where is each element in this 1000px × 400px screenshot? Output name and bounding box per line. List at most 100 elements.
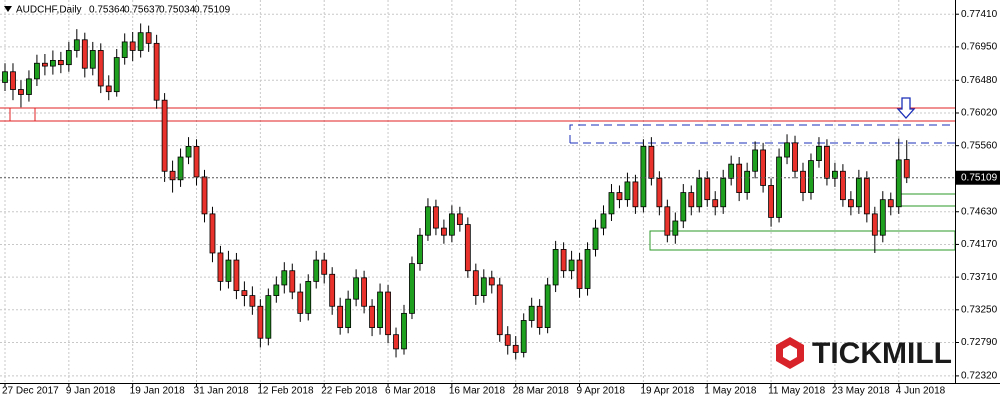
y-tick-label: 0.77410: [961, 9, 998, 20]
candle-body: [504, 334, 511, 346]
candle-body: [369, 305, 375, 328]
y-tick-label: 0.76020: [961, 108, 998, 119]
candle-body: [81, 39, 88, 69]
candle-body: [34, 62, 40, 80]
last-price-box: [956, 170, 1000, 185]
candle-body: [241, 290, 248, 296]
x-tick-label: 9 Apr 2018: [577, 386, 626, 397]
y-tick-label: 0.73250: [961, 304, 998, 315]
candle-body: [137, 32, 144, 51]
candle-body: [847, 199, 854, 208]
candle-body: [353, 277, 360, 300]
candle-body: [201, 176, 208, 215]
x-tick-label: 12 Feb 2018: [257, 386, 314, 397]
candle-body: [488, 277, 495, 286]
candle-body: [289, 270, 296, 293]
candle-body: [49, 59, 56, 67]
candle-body: [824, 145, 830, 179]
y-tick-label: 0.76480: [961, 75, 998, 86]
candle-body: [496, 284, 503, 336]
candle-body: [887, 199, 894, 208]
candle-body: [640, 145, 647, 208]
candle-body: [456, 213, 463, 225]
x-tick-label: 28 Mar 2018: [513, 386, 570, 397]
x-tick-label: 11 May 2018: [768, 386, 826, 397]
candle-body: [297, 291, 304, 314]
candle-body: [209, 213, 216, 254]
candle-body: [544, 284, 551, 328]
candle-body: [448, 213, 455, 236]
y-tick-label: 0.74170: [961, 239, 998, 250]
candle-body: [712, 199, 719, 208]
y-tick-label: 0.74630: [961, 206, 998, 217]
candle-body: [2, 71, 8, 83]
candle-body: [520, 320, 527, 353]
x-tick-label: 4 Jun 2018: [896, 386, 946, 397]
candle-body: [752, 149, 759, 172]
candle-body: [177, 156, 184, 181]
menu-icon: [4, 6, 12, 12]
candle-body: [832, 170, 838, 179]
candle-body: [879, 199, 886, 236]
annotations: [0, 97, 956, 251]
candle-body: [97, 50, 104, 87]
resistance-box: [9, 107, 36, 122]
candle-body: [65, 50, 72, 66]
candle-body: [18, 89, 24, 95]
candle-body: [121, 41, 128, 58]
candle-body: [169, 170, 176, 181]
candle-body: [161, 99, 168, 172]
candle-body: [624, 181, 631, 201]
candle-body: [129, 41, 136, 51]
candle-body: [536, 305, 543, 328]
candle-body: [233, 259, 240, 292]
candle-body: [648, 145, 655, 179]
candle-body: [73, 39, 80, 51]
chart-title: AUDCHF,Daily: [16, 5, 82, 16]
x-tick-label: 9 Jan 2018: [66, 386, 116, 397]
candle-body: [89, 50, 96, 69]
candle-body: [26, 78, 32, 95]
candle-body: [409, 263, 415, 314]
candle-body: [305, 280, 312, 314]
y-tick-label: 0.76950: [961, 42, 998, 53]
header-close: 0.75109: [194, 5, 231, 16]
candle-body: [672, 220, 679, 236]
candle-body: [113, 57, 120, 93]
candle-body: [528, 305, 535, 321]
candle-body: [425, 206, 431, 236]
candle-body: [433, 206, 439, 229]
x-tick-label: 23 May 2018: [832, 386, 890, 397]
x-tick-label: 31 Jan 2018: [194, 386, 249, 397]
candle-body: [592, 227, 599, 250]
candle-body: [345, 298, 352, 328]
candle-body: [10, 71, 16, 90]
candle-body: [105, 85, 112, 93]
candle-body: [736, 163, 743, 193]
last-price-label: 0.75109: [961, 172, 998, 183]
x-tick-label: 19 Jan 2018: [130, 386, 185, 397]
candle-body: [600, 213, 607, 229]
candle-body: [688, 192, 695, 208]
candle-body: [680, 192, 687, 222]
candle-body: [576, 259, 583, 289]
x-tick-label: 16 Mar 2018: [449, 386, 506, 397]
candle-body: [560, 249, 567, 272]
candle-body: [480, 277, 487, 296]
candle-body: [744, 170, 751, 193]
x-tick-label: 6 Mar 2018: [385, 386, 436, 397]
candle-body: [584, 249, 591, 289]
support-box: [649, 230, 956, 251]
candle-body: [608, 192, 615, 215]
y-tick-label: 0.72790: [961, 337, 998, 348]
logo: TICKMILL: [776, 337, 952, 370]
x-tick-label: 22 Feb 2018: [321, 386, 378, 397]
candle-body: [393, 334, 399, 350]
candle-body: [656, 177, 663, 208]
candle-body: [281, 270, 288, 286]
candle-body: [696, 177, 703, 208]
candle-body: [265, 295, 272, 339]
candle-body: [552, 249, 559, 286]
candle-body: [337, 305, 344, 328]
candle-body: [792, 142, 798, 172]
